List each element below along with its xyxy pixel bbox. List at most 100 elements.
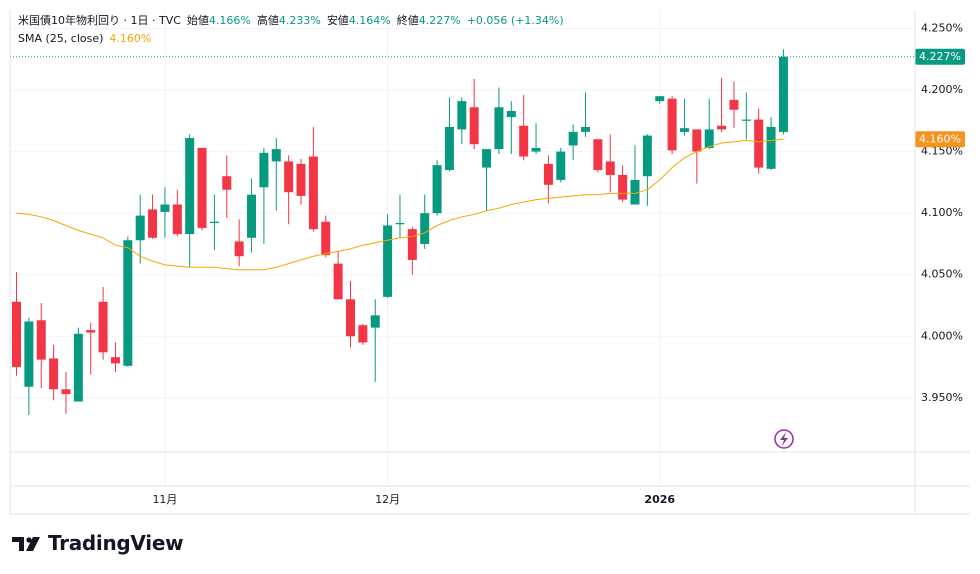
candle-body	[247, 194, 257, 238]
alert-icon[interactable]	[774, 429, 794, 449]
candle-body	[519, 125, 529, 157]
icon-circle	[774, 429, 794, 449]
logo-shape	[26, 537, 32, 543]
legend-row: SMA (25, close) 4.160%	[18, 30, 564, 48]
y-tick-label: 4.250%	[921, 21, 963, 34]
icon-bolt	[780, 432, 788, 446]
candle-body	[506, 110, 516, 118]
candle-body	[457, 101, 467, 130]
candle-body	[383, 225, 393, 297]
y-tick-label: 4.200%	[921, 83, 963, 96]
candle-body	[729, 99, 739, 110]
candle-body	[395, 222, 405, 225]
candle-body	[185, 138, 195, 235]
candle-body	[86, 330, 96, 333]
label: 始値	[186, 14, 209, 27]
candle-body	[556, 151, 566, 180]
y-tick-label: 4.050%	[921, 268, 963, 281]
candle-body	[717, 125, 727, 130]
brand: TradingView	[48, 531, 184, 555]
candle-body	[581, 126, 591, 132]
candle-body	[432, 165, 442, 214]
price-tag	[915, 131, 965, 148]
legend: 米国債10年物利回り · 1日 · TVC 始値4.166% 高値4.233% 安値4…	[18, 12, 564, 48]
y-tick-label: 3.950%	[921, 391, 963, 404]
y-tick-label: 4.150%	[921, 145, 963, 158]
candle-body	[754, 119, 764, 168]
value: 4.233%	[278, 14, 321, 27]
candle-body	[618, 174, 628, 200]
candle-body	[482, 149, 492, 168]
candle-body	[655, 96, 665, 102]
logo-shape	[12, 537, 24, 551]
indicator-value: 4.160%	[109, 32, 152, 45]
candle-body	[308, 156, 318, 230]
indicator-name: SMA (25, close)	[18, 32, 104, 45]
candle-body	[12, 301, 21, 368]
x-tick-label: 11月	[152, 493, 177, 506]
label: 安値	[326, 14, 349, 27]
candle-body	[49, 358, 59, 390]
symbol: 米国債10年物利回り · 1日 · TVC	[18, 14, 181, 27]
candle-body	[593, 139, 603, 171]
logo	[12, 537, 40, 551]
candle-body	[296, 163, 306, 196]
legend-row: 米国債10年物利回り · 1日 · TVC 始値4.166% 高値4.233% 安値4…	[18, 12, 564, 30]
candle-body	[370, 315, 380, 328]
candle-body	[284, 161, 294, 193]
candle-body	[420, 213, 430, 244]
candle-body	[778, 56, 788, 132]
candle-body	[209, 221, 219, 223]
y-tick-label: 4.000%	[921, 329, 963, 342]
candle-body	[630, 179, 640, 205]
value: 4.164%	[348, 14, 391, 27]
candle-body	[333, 263, 343, 300]
candle-body	[172, 204, 182, 235]
x-tick-label: 12月	[375, 493, 400, 506]
candle-body	[24, 321, 34, 387]
candle-body	[73, 333, 83, 402]
value: 4.227%	[418, 14, 461, 27]
candle-body	[259, 152, 269, 188]
candle-body	[321, 221, 331, 256]
candle-body	[692, 129, 702, 152]
candle-body	[605, 161, 615, 175]
candle-body	[358, 325, 368, 343]
candle-body	[766, 126, 776, 169]
y-tick-label: 4.100%	[921, 206, 963, 219]
candle-body	[271, 149, 281, 162]
sma-line	[16, 138, 784, 271]
candle-body	[197, 147, 207, 228]
price-tag-label: 4.227%	[919, 50, 961, 63]
candle-body	[160, 204, 170, 212]
candle-body	[469, 107, 479, 145]
candle-body	[543, 163, 553, 185]
candle-body	[135, 215, 145, 241]
candle-body	[110, 357, 120, 364]
change: +0.056 (+1.34%)	[466, 14, 564, 27]
value: 4.166%	[208, 14, 251, 27]
candle-body	[123, 240, 133, 366]
label: 終値	[396, 14, 419, 27]
candle-body	[741, 119, 751, 121]
price-tag	[915, 48, 965, 65]
candle-body	[407, 229, 417, 260]
candle-body	[494, 107, 504, 150]
candle-body	[444, 126, 454, 171]
candle-body	[642, 135, 652, 177]
candle-body	[234, 241, 244, 257]
label: 高値	[256, 14, 279, 27]
candle-body	[568, 131, 578, 146]
candle-body	[36, 320, 46, 360]
candle-body	[345, 299, 355, 337]
x-tick-label: 2026	[644, 493, 675, 506]
candle-body	[148, 209, 158, 238]
price-tag-label: 4.160%	[919, 132, 961, 145]
candle-body	[98, 301, 108, 353]
candle-body	[222, 176, 232, 190]
logo-shape	[26, 537, 40, 551]
candle-body	[531, 147, 541, 152]
candle-body	[704, 129, 714, 148]
